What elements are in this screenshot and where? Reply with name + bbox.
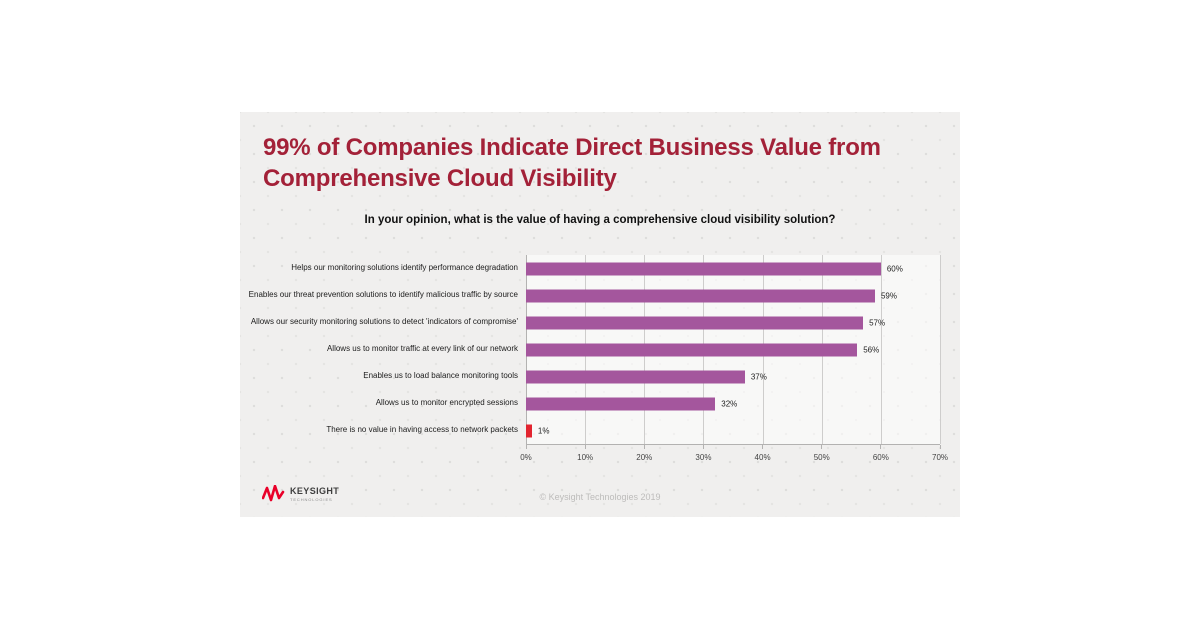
value-label: 60% — [886, 264, 903, 273]
axis-tick — [702, 445, 704, 449]
category-label: There is no value in having access to ne… — [326, 425, 518, 435]
chart-row: Enables us to load balance monitoring to… — [240, 363, 940, 390]
bar-track: 57% — [526, 309, 940, 336]
category-label: Allows us to monitor traffic at every li… — [326, 344, 518, 354]
axis-tick — [939, 445, 941, 449]
bar — [526, 343, 858, 356]
chart-row: Allows us to monitor traffic at every li… — [240, 336, 940, 363]
value-label: 57% — [869, 318, 886, 327]
value-label: 59% — [880, 291, 897, 300]
category-label: Allows us to monitor encrypted sessions — [375, 398, 518, 408]
chart-rows: Helps our monitoring solutions identify … — [240, 255, 940, 444]
category-label: Enables our threat prevention solutions … — [248, 290, 518, 300]
bar-track: 60% — [526, 255, 940, 282]
logo-text: KEYSIGHT TECHNOLOGIES — [290, 485, 340, 502]
bar-track: 32% — [526, 390, 940, 417]
chart-title: 99% of Companies Indicate Direct Busines… — [263, 134, 881, 192]
chart-row: Enables our threat prevention solutions … — [240, 282, 940, 309]
category-label: Enables us to load balance monitoring to… — [363, 371, 518, 381]
infographic-card: 99% of Companies Indicate Direct Busines… — [240, 112, 960, 517]
axis-tick — [762, 445, 764, 449]
bar — [526, 262, 881, 275]
axis-tick — [880, 445, 882, 449]
bar — [526, 424, 532, 437]
logo-subname: TECHNOLOGIES — [290, 496, 333, 502]
bar-track: 37% — [526, 363, 940, 390]
chart-row: There is no value in having access to ne… — [240, 417, 940, 444]
category-label: Allows our security monitoring solutions… — [250, 317, 518, 327]
value-label: 32% — [721, 399, 738, 408]
axis-tick — [643, 445, 645, 449]
chart-row: Allows our security monitoring solutions… — [240, 309, 940, 336]
chart-subtitle: In your opinion, what is the value of ha… — [364, 214, 836, 226]
axis-tick-label: 10% — [577, 453, 594, 462]
axis-tick — [584, 445, 586, 449]
gridline — [880, 255, 882, 444]
axis-tick-label: 60% — [872, 453, 889, 462]
category-label: Helps our monitoring solutions identify … — [291, 263, 518, 273]
axis-tick-label: 50% — [813, 453, 830, 462]
keysight-waveform-icon — [262, 485, 285, 502]
axis-tick-label: 30% — [695, 453, 712, 462]
value-label: 56% — [863, 345, 880, 354]
bar — [526, 316, 864, 329]
bar-track: 56% — [526, 336, 940, 363]
axis-tick — [821, 445, 823, 449]
axis-tick-label: 70% — [931, 453, 949, 462]
value-label: 1% — [537, 426, 550, 435]
axis-tick — [525, 445, 527, 449]
copyright-text: © Keysight Technologies 2019 — [539, 492, 661, 502]
bar — [526, 289, 875, 302]
gridline — [940, 255, 941, 444]
bar-track: 59% — [526, 282, 940, 309]
axis-tick-label: 20% — [636, 453, 653, 462]
bar — [526, 370, 745, 383]
chart-row: Allows us to monitor encrypted sessions 3… — [240, 390, 940, 417]
value-label: 37% — [750, 372, 767, 381]
chart-row: Helps our monitoring solutions identify … — [240, 255, 940, 282]
bar-chart: Helps our monitoring solutions identify … — [240, 255, 948, 470]
x-axis: 0% 10% 20% 30% 40% 50% 60% 70% — [520, 444, 948, 469]
axis-tick-label: 0% — [520, 453, 532, 462]
bar-track: 1% — [526, 417, 940, 444]
keysight-logo: KEYSIGHT TECHNOLOGIES — [262, 485, 339, 503]
logo-name: KEYSIGHT — [290, 485, 340, 496]
axis-tick-label: 40% — [754, 453, 771, 462]
bar — [526, 397, 716, 410]
